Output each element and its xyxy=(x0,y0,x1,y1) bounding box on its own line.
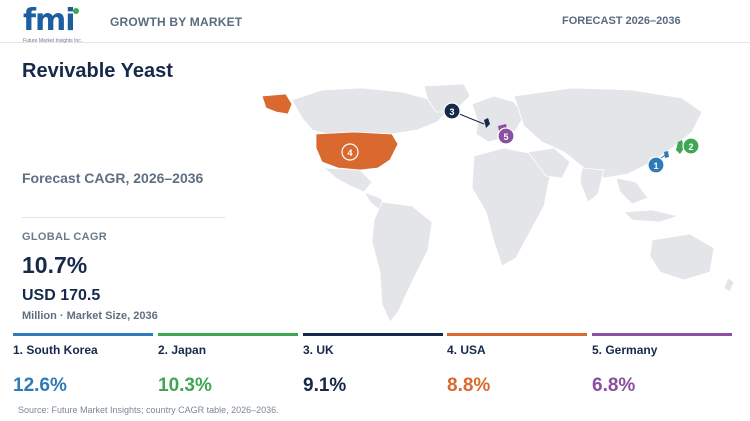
marker-germany: 5 xyxy=(497,127,515,145)
card-accent-bar xyxy=(13,333,153,336)
country-cagr: 8.8% xyxy=(447,375,491,396)
country-card-japan: 2. Japan 10.3% xyxy=(158,333,298,403)
country-cagr: 6.8% xyxy=(592,375,636,396)
forecast-cagr-label: Forecast CAGR, 2026–2036 xyxy=(22,170,204,186)
uk-shape xyxy=(484,118,490,128)
mexico-shape xyxy=(322,167,373,193)
marker-japan-label: 2 xyxy=(688,142,693,152)
new-zealand-shape xyxy=(723,277,735,293)
southeast-asia-shape xyxy=(615,177,649,205)
country-name: 4. USA xyxy=(447,343,486,357)
logo-dot-icon xyxy=(73,8,79,14)
marker-japan: 2 xyxy=(682,137,700,155)
marker-germany-label: 5 xyxy=(503,132,508,142)
country-name: 1. South Korea xyxy=(13,343,98,357)
country-cagr: 12.6% xyxy=(13,375,67,396)
header-forecast-period: FORECAST 2026–2036 xyxy=(562,15,681,27)
top-bar: fmi Future Market Insights Inc. GROWTH B… xyxy=(0,0,750,45)
global-cagr-label: GLOBAL CAGR xyxy=(22,231,107,243)
card-accent-bar xyxy=(158,333,298,336)
fmi-logo[interactable]: fmi Future Market Insights Inc. xyxy=(23,3,93,45)
alaska-shape xyxy=(261,93,293,115)
market-size-value: USD 170.5 xyxy=(22,287,101,304)
australia-shape xyxy=(649,233,715,281)
country-name: 3. UK xyxy=(303,343,334,357)
country-card-south-korea: 1. South Korea 12.6% xyxy=(13,333,153,403)
canada-shape xyxy=(291,87,448,135)
country-cagr: 9.1% xyxy=(303,375,347,396)
country-cagr: 10.3% xyxy=(158,375,212,396)
marker-usa: 4 xyxy=(341,143,359,161)
japan-shape xyxy=(676,140,684,154)
marker-uk-label: 3 xyxy=(449,107,454,117)
global-cagr-value: 10.7% xyxy=(22,252,88,278)
middle-east-shape xyxy=(527,147,571,179)
source-note: Source: Future Market Insights; country … xyxy=(18,405,279,415)
country-card-usa: 4. USA 8.8% xyxy=(447,333,587,403)
logo-letters: fmi xyxy=(23,3,76,38)
card-accent-bar xyxy=(303,333,443,336)
country-card-uk: 3. UK 9.1% xyxy=(303,333,443,403)
country-name: 2. Japan xyxy=(158,343,207,357)
country-name: 5. Germany xyxy=(592,343,658,357)
market-size-unit: Million · Market Size, 2036 xyxy=(22,310,158,322)
world-map: 4 3 5 2 1 xyxy=(261,83,735,323)
india-shape xyxy=(579,167,605,203)
marker-south-korea-label: 1 xyxy=(653,161,658,171)
country-card-germany: 5. Germany 6.8% xyxy=(592,333,732,403)
page-title: Revivable Yeast xyxy=(22,60,173,82)
marker-south-korea: 1 xyxy=(647,156,665,174)
header-section-title: GROWTH BY MARKET xyxy=(110,15,243,29)
south-america-shape xyxy=(371,201,433,323)
indonesia-shape xyxy=(623,209,680,223)
south-korea-shape xyxy=(664,151,669,158)
card-accent-bar xyxy=(447,333,587,336)
marker-uk: 3 xyxy=(443,102,461,120)
card-accent-bar xyxy=(592,333,732,336)
marker-usa-label: 4 xyxy=(347,148,352,158)
country-cards: 1. South Korea 12.6% 2. Japan 10.3% 3. U… xyxy=(13,333,745,403)
logo-tagline: Future Market Insights Inc. xyxy=(23,38,83,44)
divider xyxy=(22,217,225,218)
